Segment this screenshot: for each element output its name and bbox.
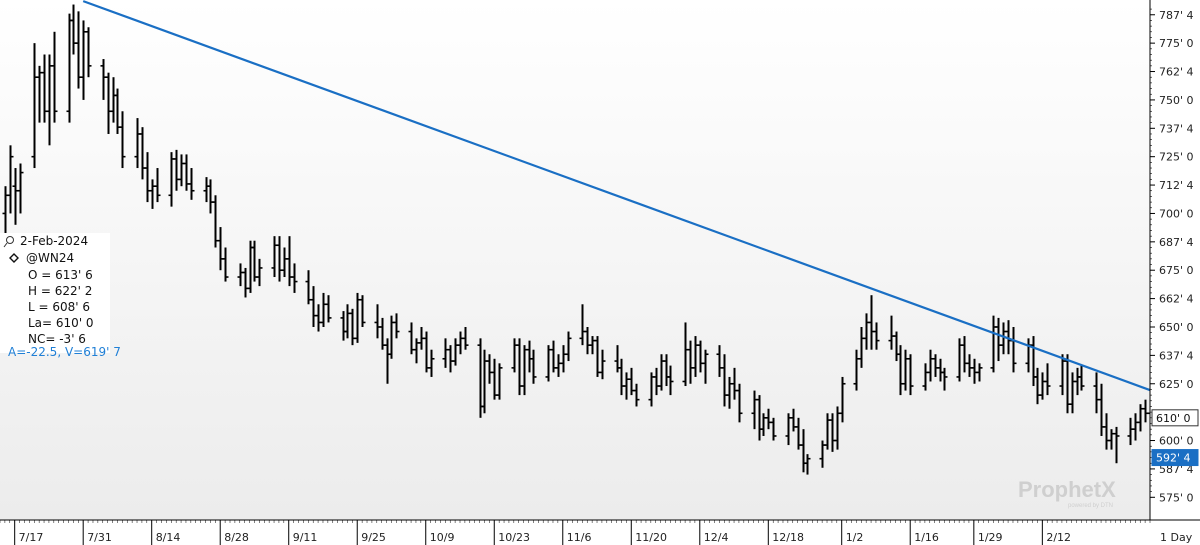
ohlc-bar [736,383,743,423]
time-axis-bg [0,520,1200,545]
ohlc-bar [1078,365,1085,391]
y-tick-label: 762' 4 [1159,66,1194,79]
ohlc-bar [770,417,777,441]
y-tick-label: 675' 0 [1159,264,1194,277]
info-panel-bg [0,233,110,353]
ohlc-bar [291,263,298,293]
price-tag: 610' 0 [1151,409,1199,427]
ohlc-bar [428,349,435,377]
x-tick-label: 12/18 [772,531,804,544]
ohlc-bar [839,376,846,423]
y-tick-label: 662' 4 [1159,293,1194,306]
x-tick-label: 11/20 [635,531,667,544]
ohlc-bar [17,163,24,214]
y-tick-label: 775' 0 [1159,37,1194,50]
plot-background [0,0,1150,520]
diamond-icon [9,253,19,263]
x-tick-label: 1/16 [914,531,939,544]
info-last: La= 610' 0 [28,316,94,330]
x-tick-label: 9/11 [293,531,318,544]
y-tick-label: 737' 4 [1159,122,1194,135]
y-tick-label: 637' 4 [1159,349,1194,362]
ohlc-bar [393,313,400,339]
price-tags: 610' 0 592' 4 [1151,409,1199,467]
ohlc-bar [667,365,674,396]
x-tick-label: 12/4 [704,531,729,544]
y-tick-label: 625' 0 [1159,378,1194,391]
info-high: H = 622' 2 [28,284,92,298]
x-tick-label: 10/23 [498,531,530,544]
ohlc-bar [496,363,503,400]
y-tick-label: 787' 4 [1159,9,1194,22]
ohlc-bar [325,295,332,323]
ohlc-bar [1044,363,1051,396]
prophetx-logo: ProphetX powered by DTN [1018,477,1116,509]
x-tick-label: 10/9 [430,531,455,544]
price-tag-label: 592' 4 [1156,452,1191,465]
x-tick-label: 1/29 [978,531,1003,544]
ohlc-bar [51,31,58,123]
ohlc-bar [462,326,469,350]
ohlc-bar [119,111,126,169]
price-tag-label: 610' 0 [1156,412,1191,425]
x-tick-label: 8/28 [224,531,249,544]
ohlc-bar [154,168,161,203]
y-tick-label: 725' 0 [1159,151,1194,164]
ohlc-bar [599,349,606,380]
crosshair-icon [3,236,14,248]
ohlc-bar [85,27,92,78]
y-tick-label: 712' 4 [1159,179,1194,192]
x-tick-label: 11/6 [567,531,592,544]
ohlc-bar [702,349,709,384]
y-tick-label: 750' 0 [1159,94,1194,107]
ohlc-bar [976,363,983,382]
trendline[interactable] [82,0,1200,463]
x-tick-label: 7/31 [87,531,112,544]
ohlc-bar [804,454,811,475]
y-tick-label: 575' 0 [1159,491,1194,504]
price-bars [2,4,1154,475]
x-tick-label: 1/2 [846,531,864,544]
logo-subtext: powered by DTN [1068,503,1113,509]
price-tag: 592' 4 [1151,449,1199,467]
y-tick-label: 650' 0 [1159,321,1194,334]
ohlc-bar [256,258,263,287]
ohlc-bar [873,322,880,350]
ohlc-bar [530,349,537,384]
ohlc-bar [941,367,948,391]
y-tick-label: 700' 0 [1159,207,1194,220]
x-tick-label: 7/17 [19,531,44,544]
info-panel: 2-Feb-2024 @WN24 O = 613' 6 H = 622' 2 L… [0,233,121,359]
info-symbol: @WN24 [26,251,74,265]
ohlc-bar [222,247,229,282]
x-tick-label: 8/14 [156,531,181,544]
ohlc-bar [1113,426,1120,464]
ohlc-bar [633,383,640,407]
y-tick-label: 687' 4 [1159,236,1194,249]
x-tick-label: 9/25 [361,531,386,544]
period-label[interactable]: 1 Day [1160,531,1193,544]
y-tick-label: 600' 0 [1159,435,1194,448]
ohlc-bar [907,354,914,396]
ohlc-bar [359,295,366,327]
trendline-layer[interactable] [82,0,1200,463]
info-open: O = 613' 6 [28,268,93,282]
info-date: 2-Feb-2024 [20,234,88,248]
info-analysis: A=-22.5, V=619' 7 [8,345,121,359]
info-net-change: NC= -3' 6 [28,332,86,346]
ohlc-bar [565,331,572,362]
logo-text: ProphetX [1018,477,1116,502]
x-tick-label: 2/12 [1046,531,1071,544]
y-tick-label: 587' 4 [1159,463,1194,476]
info-low: L = 608' 6 [28,300,90,314]
ohlc-bar [188,168,195,200]
ohlc-bar [7,145,14,214]
